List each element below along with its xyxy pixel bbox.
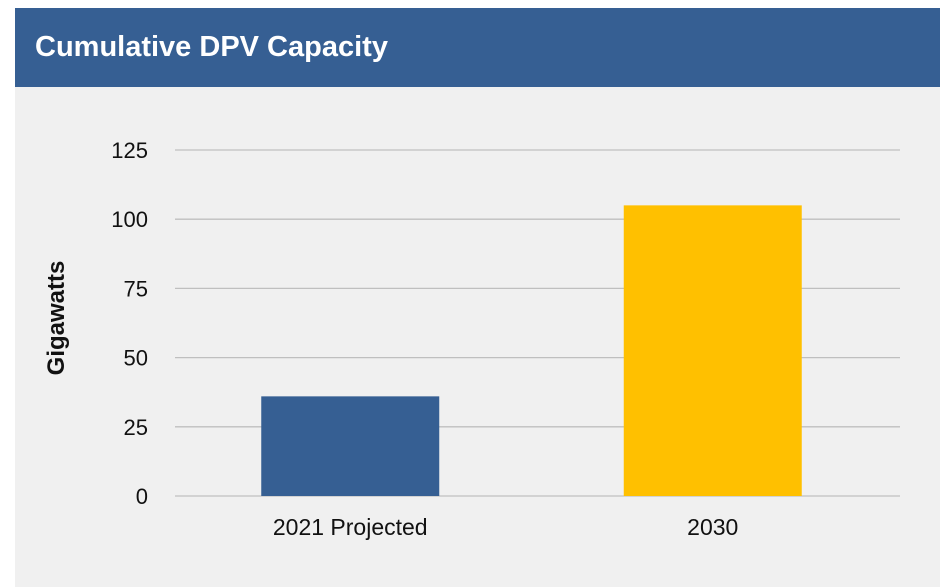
- y-tick-label-0: 0: [136, 484, 148, 509]
- chart-header: Cumulative DPV Capacity: [15, 8, 940, 87]
- bar-1: [261, 396, 440, 496]
- category-label-1: 2021 Projected: [273, 514, 428, 540]
- bar-2: [623, 205, 802, 497]
- y-axis-title: Gigawatts: [43, 261, 70, 376]
- y-tick-label-125: 125: [111, 138, 148, 163]
- chart-title: Cumulative DPV Capacity: [35, 31, 388, 63]
- y-tick-label-100: 100: [111, 207, 148, 232]
- category-label-2: 2030: [687, 514, 738, 540]
- bars: [261, 205, 802, 497]
- y-tick-label-75: 75: [124, 276, 148, 301]
- y-tick-label-25: 25: [124, 415, 148, 440]
- category-labels: 2021 Projected 2030: [273, 514, 738, 540]
- y-tick-label-50: 50: [124, 346, 148, 371]
- y-tick-labels: 0 25 50 75 100 125: [111, 138, 148, 509]
